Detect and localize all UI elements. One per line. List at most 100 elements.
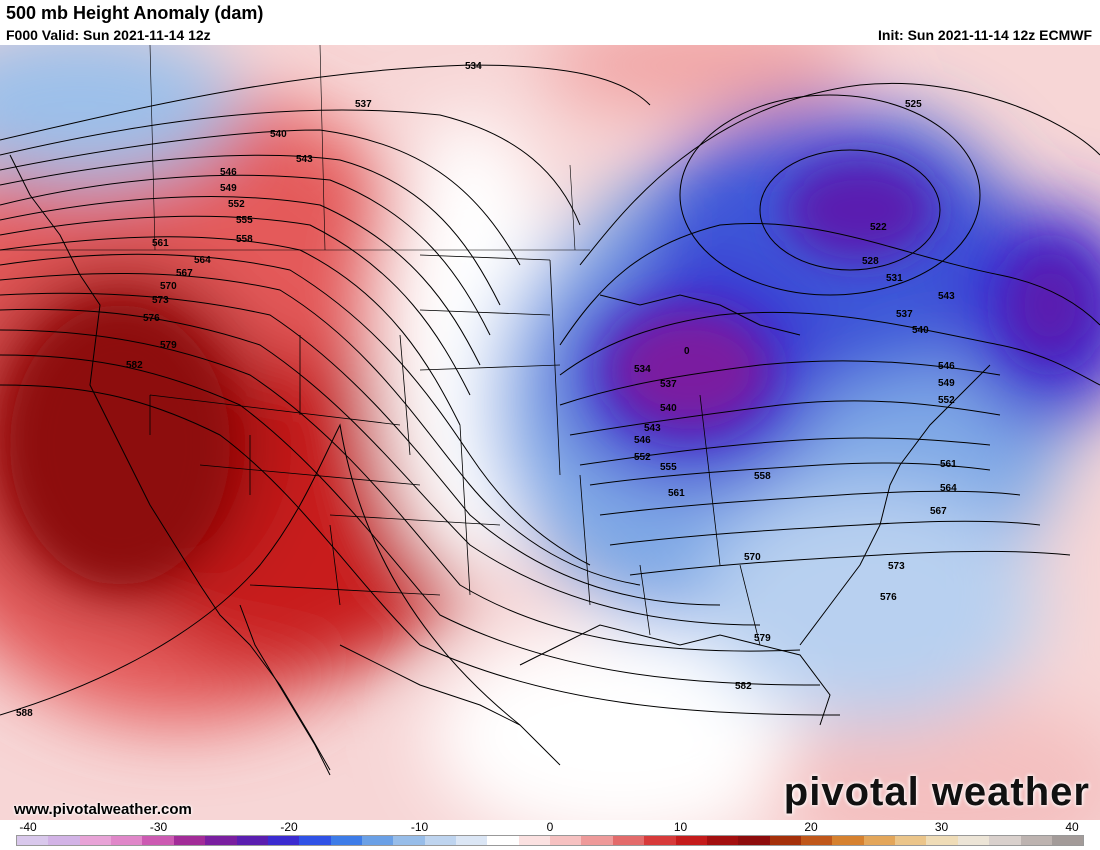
contour-label: 579: [754, 633, 771, 644]
contour-label: 534: [634, 364, 651, 375]
colorbar-tick-label: 40: [1065, 820, 1079, 834]
contour-label: 579: [160, 340, 177, 351]
colorbar-swatch: [550, 836, 582, 845]
colorbar-swatch: [581, 836, 613, 845]
contour-label: 570: [744, 552, 761, 563]
contour-label-group: 534 537 540 543 546 549 552 555 558 561 …: [16, 61, 957, 719]
contour-label: 546: [220, 167, 237, 178]
contour-label: 555: [236, 215, 253, 226]
contour-label: 564: [940, 483, 957, 494]
contour-label: 567: [176, 268, 193, 279]
colorbar-swatch: [895, 836, 927, 845]
contour-label: 0: [684, 346, 690, 357]
contour-label: 522: [870, 222, 887, 233]
contour-label: 561: [668, 488, 685, 499]
contour-label: 537: [660, 379, 677, 390]
contour-label: 525: [905, 99, 922, 110]
coastlines: [9, 154, 991, 776]
contour-label: 528: [862, 256, 879, 267]
contour-label: 552: [228, 199, 245, 210]
colorbar-swatch: [173, 836, 206, 845]
contour-label: 558: [754, 471, 771, 482]
contour-label: 540: [912, 325, 929, 336]
contour-label: 570: [160, 281, 177, 292]
contour-label: 549: [938, 378, 955, 389]
contour-label: 582: [735, 681, 752, 692]
state-borders: [0, 45, 761, 646]
anomaly-field: [0, 45, 1100, 820]
contour-label: 537: [355, 99, 372, 110]
valid-time: F000 Valid: Sun 2021-11-14 12z: [6, 27, 211, 43]
contour-label: 567: [930, 506, 947, 517]
colorbar-swatch: [267, 836, 300, 845]
colorbar-swatch: [48, 836, 80, 845]
contour-label: 561: [152, 238, 169, 249]
colorbar-swatch: [17, 836, 49, 845]
colorbar-swatch: [738, 836, 770, 845]
brand-logo: pivotal weather: [783, 770, 1090, 814]
contour-label: 576: [143, 313, 160, 324]
colorbar-swatch: [957, 836, 990, 845]
contour-label: 582: [126, 360, 143, 371]
colorbar-tick-label: -30: [149, 820, 168, 834]
contour-label: 534: [465, 61, 482, 72]
contour-label: 543: [644, 423, 661, 434]
colorbar-swatch: [800, 836, 833, 845]
colorbar-tick-label: 20: [804, 820, 818, 834]
colorbar-swatch: [644, 836, 676, 845]
contour-label: 546: [938, 361, 955, 372]
colorbar-swatch: [1020, 836, 1052, 845]
contour-label: 552: [938, 395, 955, 406]
contour-label: 558: [236, 234, 253, 245]
colorbar: [16, 835, 1084, 846]
colorbar-swatch: [487, 836, 519, 845]
colorbar-tick-label: 30: [934, 820, 949, 834]
colorbar-swatch: [612, 836, 645, 845]
colorbar-swatch: [863, 836, 896, 845]
contour-label: 543: [938, 291, 955, 302]
colorbar-tick-label: -40: [19, 820, 37, 834]
colorbar-tick-label: -20: [280, 820, 298, 834]
colorbar-swatch: [769, 836, 801, 845]
colorbar-swatch: [142, 836, 174, 845]
contour-label: 561: [940, 459, 957, 470]
contour-label: 573: [152, 295, 169, 306]
colorbar-swatch: [675, 836, 707, 845]
map-title: 500 mb Height Anomaly (dam): [6, 3, 264, 23]
colorbar-tick-label: 10: [673, 820, 688, 834]
colorbar-swatch: [393, 836, 425, 845]
colorbar-swatch: [989, 836, 1021, 845]
contour-label: 576: [880, 592, 897, 603]
colorbar-swatch: [424, 836, 457, 845]
anomaly-map: 534 537 540 543 546 549 552 555 558 561 …: [0, 45, 1100, 820]
colorbar-swatch: [456, 836, 488, 845]
colorbar-swatch: [706, 836, 739, 845]
colorbar-swatch: [1051, 836, 1084, 845]
contour-label: 552: [634, 452, 651, 463]
contour-label: 540: [660, 403, 677, 414]
contour-label: 564: [194, 255, 211, 266]
init-time: Init: Sun 2021-11-14 12z ECMWF: [878, 27, 1092, 43]
colorbar-swatch: [205, 836, 237, 845]
height-contours: [0, 64, 1100, 726]
colorbar-swatch: [299, 836, 331, 845]
contour-label: 573: [888, 561, 905, 572]
colorbar-swatch: [330, 836, 362, 845]
contour-label: 546: [634, 435, 651, 446]
contour-label: 555: [660, 462, 677, 473]
colorbar-swatch: [79, 836, 112, 845]
colorbar-swatch: [926, 836, 958, 845]
contour-label: 540: [270, 129, 287, 140]
colorbar-swatch: [518, 836, 551, 845]
colorbar-swatch: [236, 836, 268, 845]
colorbar-swatch: [832, 836, 864, 845]
contour-label: 549: [220, 183, 237, 194]
colorbar-swatch: [111, 836, 143, 845]
contour-label: 543: [296, 154, 313, 165]
colorbar-tick-label: 0: [546, 820, 554, 834]
website-link[interactable]: www.pivotalweather.com: [14, 801, 192, 818]
contour-label: 537: [896, 309, 913, 320]
contour-label: 531: [886, 273, 903, 284]
colorbar-swatch: [361, 836, 394, 845]
colorbar-tick-label: -10: [410, 820, 429, 834]
